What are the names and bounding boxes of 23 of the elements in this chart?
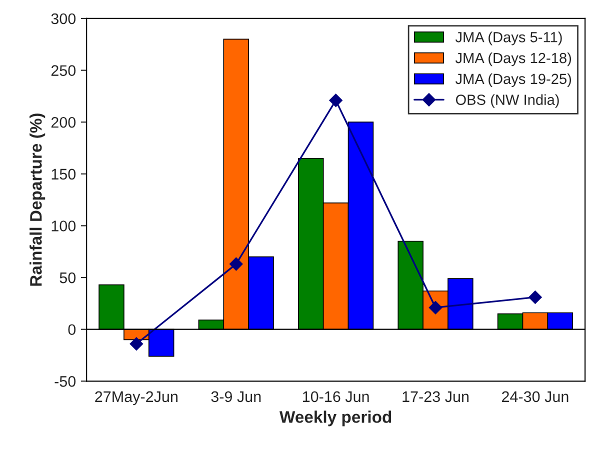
y-tick-label: 50 (60, 272, 76, 284)
y-tick-label: 100 (52, 220, 76, 232)
y-tick-label: 300 (51, 13, 76, 24)
x-tick-label: 24-30 Jun (502, 391, 568, 402)
y-tick-label: -50 (54, 376, 76, 387)
legend-label: JMA (Days 5-11) (455, 32, 562, 46)
x-tick-label: 17-23 Jun (402, 391, 468, 402)
legend-label: JMA (Days 12-18) (455, 52, 572, 66)
y-tick-label: 250 (51, 65, 76, 76)
point (130, 337, 143, 350)
point (528, 290, 542, 304)
point (230, 257, 243, 271)
x-tick-label: 27May-2Jun (95, 391, 178, 406)
x-axis-title: Weekly period (279, 410, 392, 426)
legend-label: OBS (NW India) (456, 94, 559, 108)
y-tick-label: 150 (52, 168, 76, 180)
x-tick-label: 10-16 Jun (303, 391, 369, 402)
point (329, 94, 342, 107)
y-tick-label: 0 (68, 324, 76, 336)
y-axis-title: Rainfall Departure (%) (30, 114, 46, 286)
x-tick-label: 3-9 Jun (211, 391, 261, 402)
legend-label: JMA (Days 19-25) (455, 73, 572, 87)
y-tick-label: 200 (51, 116, 76, 128)
